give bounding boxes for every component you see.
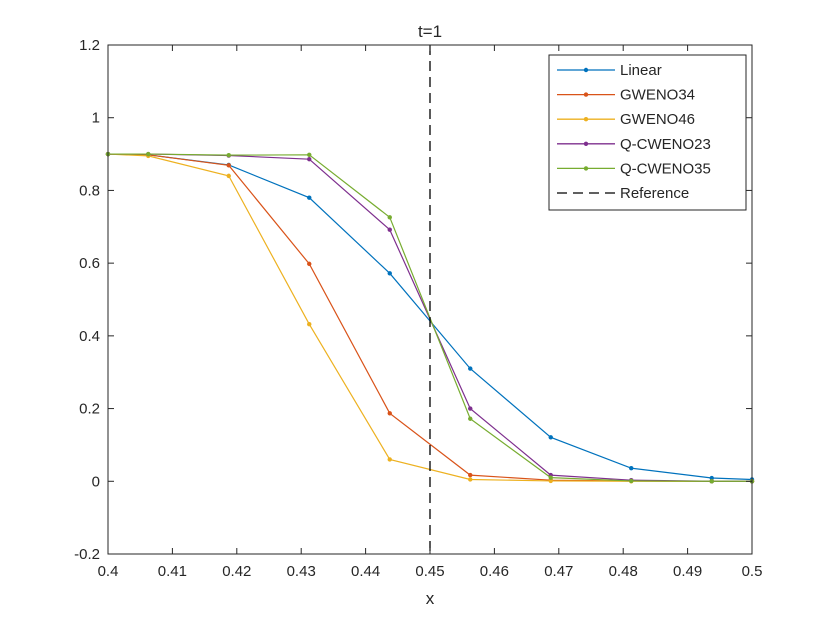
legend-entry: GWENO34 [557, 87, 695, 104]
legend-entry: GWENO46 [557, 111, 695, 128]
y-tick-label: 0.4 [79, 328, 100, 345]
x-tick-label: 0.49 [673, 563, 702, 580]
data-point [468, 416, 473, 421]
data-point [468, 406, 473, 411]
legend-marker [583, 141, 589, 146]
data-point [226, 173, 231, 179]
legend-marker [583, 117, 589, 122]
legend-marker [583, 92, 589, 97]
legend-label: Q-CWENO23 [620, 136, 711, 153]
legend-label: Reference [620, 185, 689, 202]
data-point [387, 457, 392, 462]
data-point [146, 151, 151, 157]
data-point [468, 472, 473, 478]
data-point [226, 152, 231, 158]
x-tick-label: 0.5 [742, 563, 763, 580]
data-point [307, 322, 312, 327]
data-point [629, 478, 634, 484]
data-point [307, 156, 312, 162]
legend-entry: Q-CWENO23 [557, 136, 711, 153]
data-point [548, 435, 553, 440]
data-point [307, 152, 312, 157]
data-point [387, 215, 392, 220]
data-point [629, 465, 634, 471]
legend-entry: Reference [557, 185, 689, 202]
x-tick-label: 0.4 [98, 563, 119, 580]
data-point [387, 411, 392, 416]
legend-box [548, 54, 747, 211]
x-tick-label: 0.46 [480, 563, 509, 580]
legend-marker [583, 67, 589, 73]
data-point [709, 479, 714, 484]
x-tick-label: 0.42 [222, 563, 251, 580]
legend-label: Q-CWENO35 [620, 160, 711, 177]
x-tick-label: 0.44 [351, 563, 380, 580]
data-point [468, 477, 473, 482]
y-tick-label: 0 [92, 473, 100, 490]
ticks-layer: 0.4 0.41 0.42 0.43 0.44 0.45 0.46 0.47 0.48 0.49 0… [74, 37, 762, 580]
data-point [387, 227, 392, 232]
legend-label: GWENO46 [620, 111, 695, 128]
data-point [226, 163, 231, 168]
x-tick-label: 0.47 [544, 563, 573, 580]
y-tick-label: 0.6 [79, 255, 100, 272]
data-point [548, 478, 553, 484]
x-axis-label: x [426, 589, 435, 608]
y-tick-label: -0.2 [74, 546, 100, 563]
chart-title: t=1 [418, 22, 442, 41]
legend-entry: Linear [557, 62, 662, 79]
data-point [548, 475, 553, 480]
data-point [307, 195, 312, 200]
x-tick-label: 0.43 [287, 563, 316, 580]
legend-marker [583, 166, 589, 171]
x-tick-label: 0.45 [415, 563, 444, 580]
data-point [387, 271, 392, 276]
series-layer [105, 45, 755, 554]
x-tick-label: 0.41 [158, 563, 187, 580]
data-point [468, 366, 473, 371]
y-tick-label: 1 [92, 110, 100, 127]
y-tick-label: 0.8 [79, 182, 100, 199]
data-point [709, 475, 714, 481]
legend-label: Linear [620, 62, 662, 79]
data-point [307, 261, 312, 267]
y-tick-label: 1.2 [79, 37, 100, 54]
legend: Linear GWENO34 GWENO46 Q-CWENO23 Q-CWENO35 Re… [548, 54, 747, 211]
legend-entry: Q-CWENO35 [557, 160, 711, 177]
x-tick-label: 0.48 [609, 563, 638, 580]
y-tick-label: 0.2 [79, 401, 100, 418]
legend-label: GWENO34 [620, 87, 695, 104]
